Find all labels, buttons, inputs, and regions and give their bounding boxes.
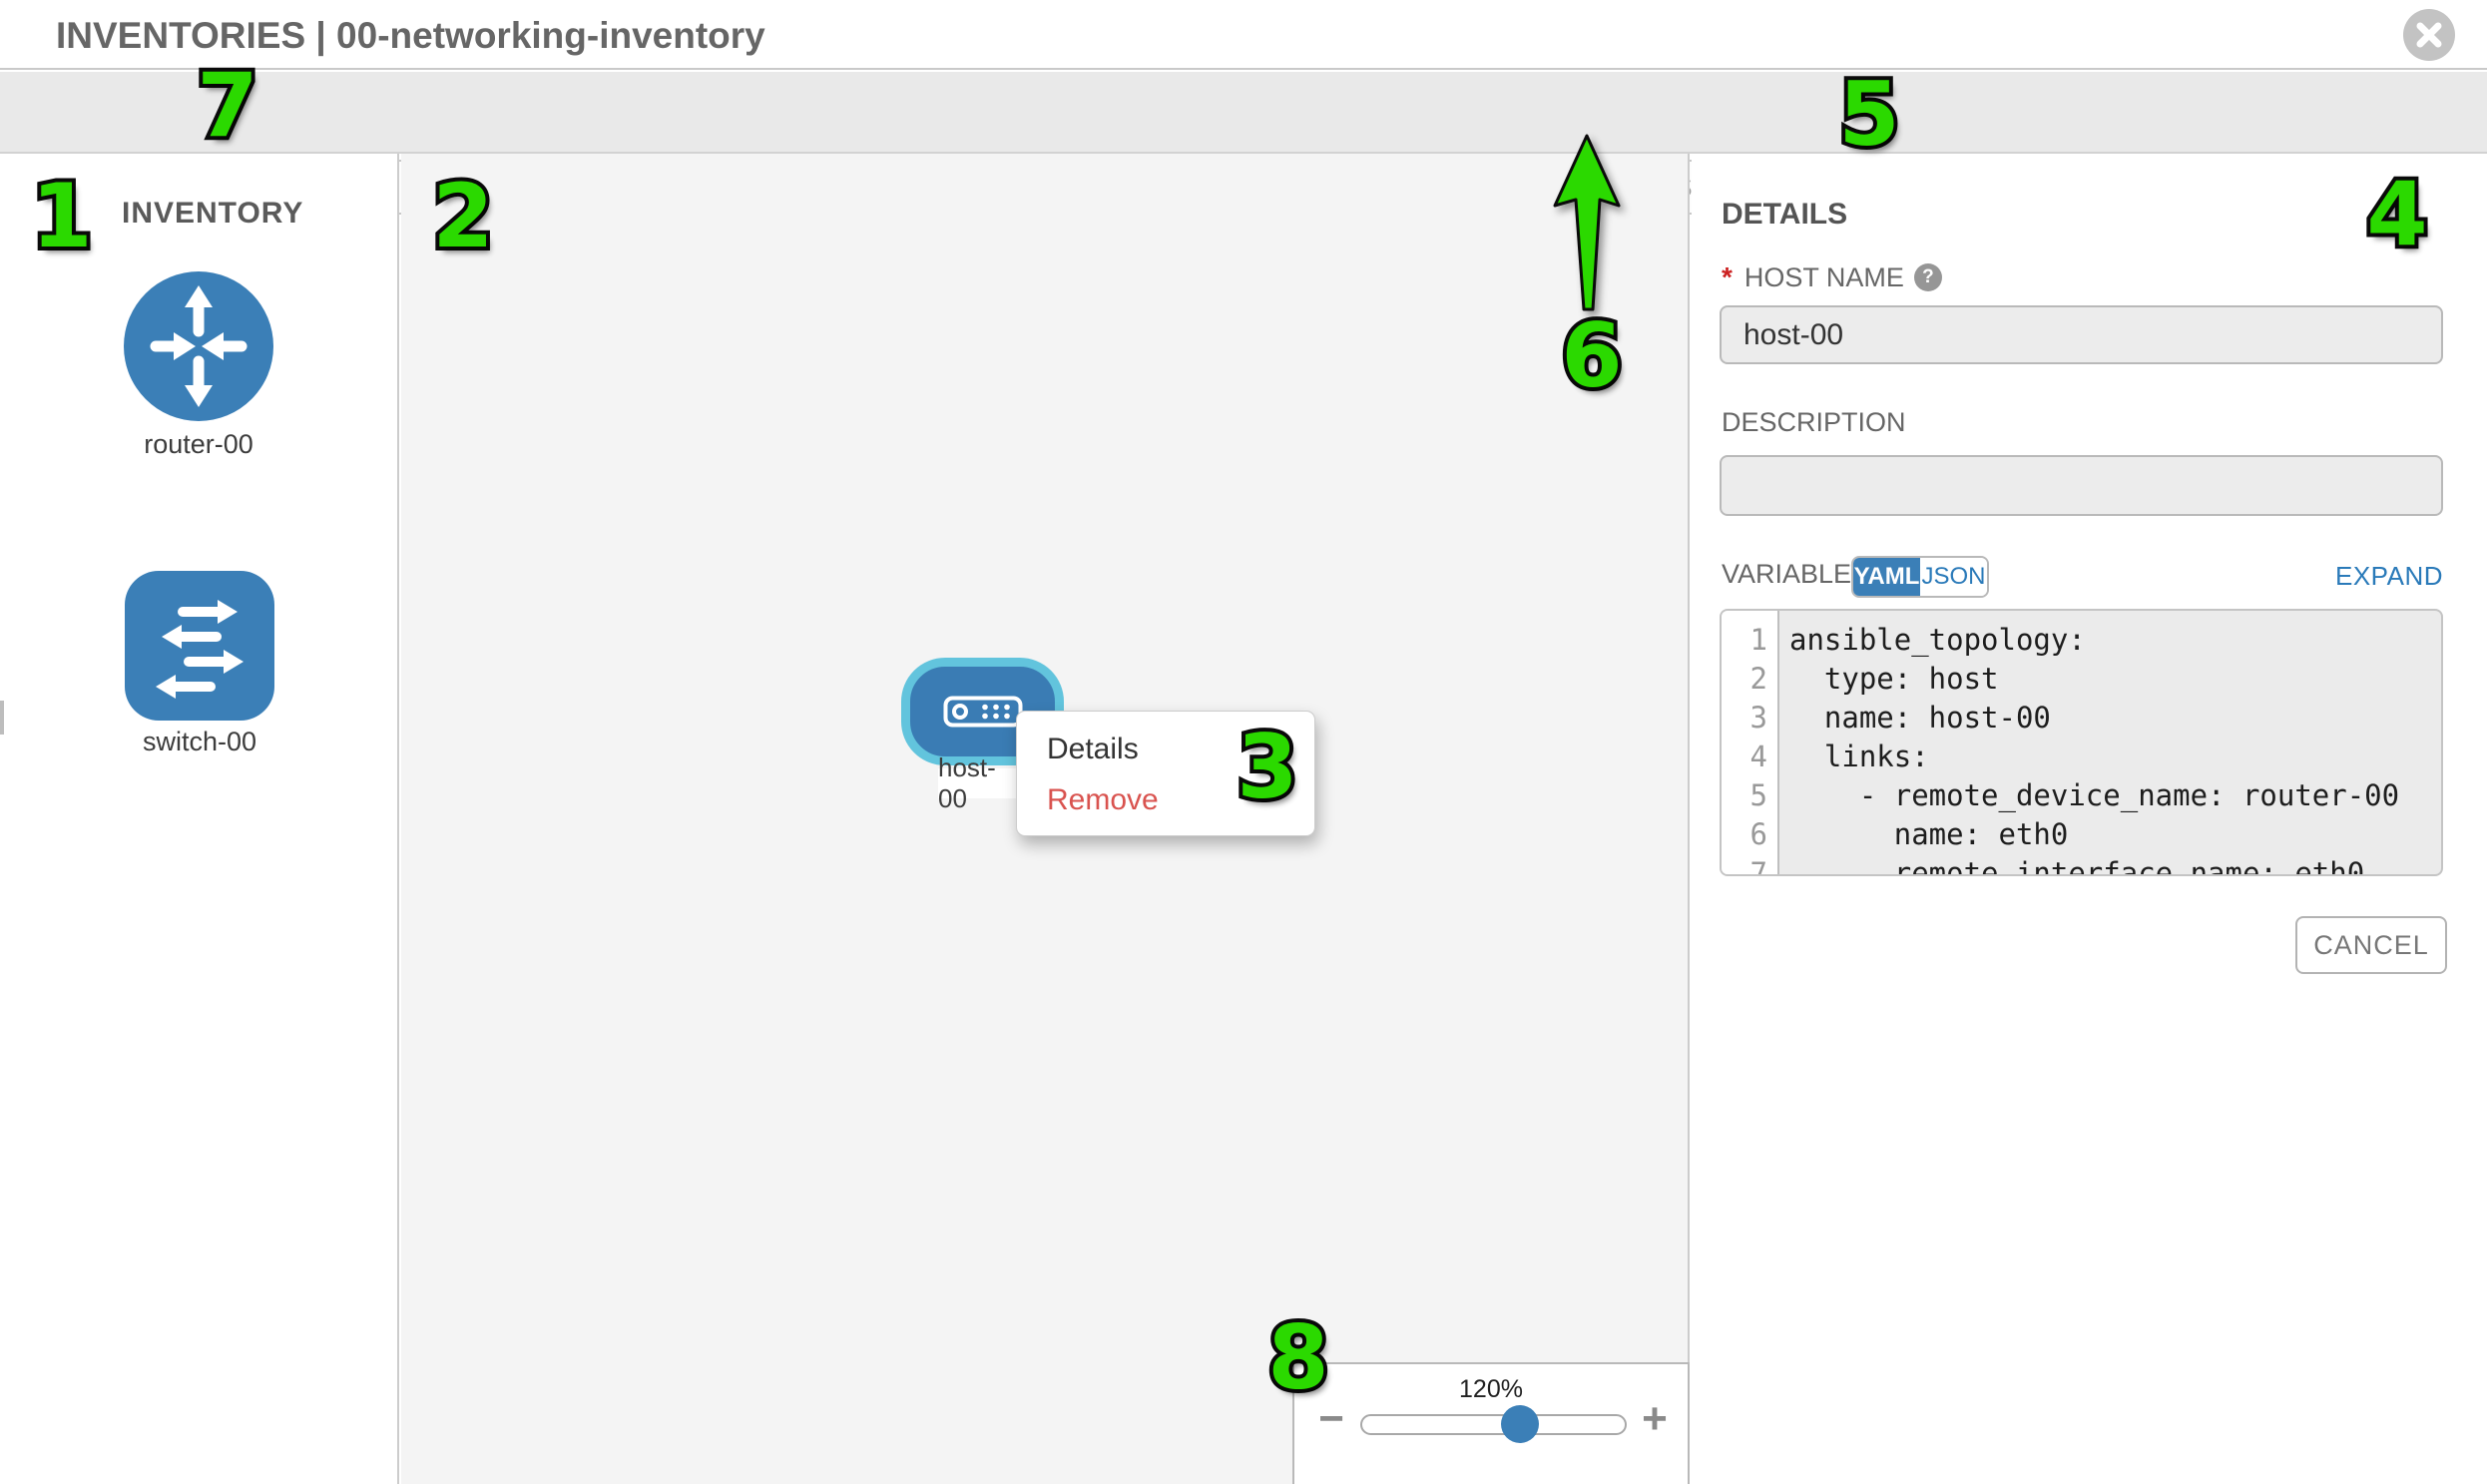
router-icon <box>150 285 248 407</box>
host-name-label: HOST NAME <box>1743 261 1904 292</box>
code-line: remote_interface_name: eth0 <box>1789 856 2365 876</box>
host-node-label: host-00 <box>938 752 1024 813</box>
host-name-label-row: * HOST NAME ? <box>1722 261 1942 293</box>
context-menu-item-remove[interactable]: Remove <box>1047 783 1159 816</box>
variables-label: VARIABLES <box>1722 559 1870 589</box>
host-name-input[interactable] <box>1720 305 2443 364</box>
top-bar: INVENTORIES | 00-networking-inventory <box>0 0 2487 70</box>
code-line: - remote_device_name: router-00 <box>1789 778 2400 812</box>
host-icon <box>943 696 1022 728</box>
format-toggle: YAML JSON <box>1851 556 1989 598</box>
editor-line-numbers: 1 2 3 4 5 6 7 <box>1722 611 1779 874</box>
toolbar: ACTIONS SEARCH <box>0 72 2487 216</box>
description-label: DESCRIPTION <box>1722 407 1906 437</box>
variables-code-editor[interactable]: 1 2 3 4 5 6 7 ansible_topology: type: ho… <box>1720 609 2443 876</box>
description-input[interactable] <box>1720 455 2443 516</box>
code-line: type: host <box>1789 662 1999 696</box>
palette-item-label: switch-00 <box>142 727 257 756</box>
expand-link[interactable]: EXPAND <box>2335 561 2443 591</box>
zoom-in-button[interactable]: + <box>1642 1394 1668 1443</box>
zoom-slider-track[interactable] <box>1360 1414 1627 1435</box>
toggle-json-button[interactable]: JSON <box>1920 558 1987 596</box>
zoom-level-value: 120% <box>1459 1375 1523 1403</box>
code-line: ansible_topology: <box>1789 623 2086 657</box>
description-label-row: DESCRIPTION <box>1722 407 1906 438</box>
scrollbar[interactable] <box>0 701 4 735</box>
context-menu: Details Remove <box>1016 711 1315 836</box>
zoom-out-button[interactable]: − <box>1318 1394 1344 1443</box>
palette-item-switch[interactable] <box>125 571 274 721</box>
cancel-button[interactable]: CANCEL <box>2295 916 2447 974</box>
inventory-panel-title: INVENTORY <box>122 197 304 230</box>
close-icon <box>2416 22 2442 48</box>
palette-item-router[interactable] <box>124 271 273 421</box>
editor-code: ansible_topology: type: host name: host-… <box>1779 611 2441 874</box>
toggle-yaml-button[interactable]: YAML <box>1853 558 1920 596</box>
palette-item-label: router-00 <box>144 429 253 459</box>
code-line: name: host-00 <box>1789 701 2051 735</box>
code-line: links: <box>1789 740 1929 773</box>
details-panel-title: DETAILS <box>1722 198 1848 231</box>
page-title: INVENTORIES | 00-networking-inventory <box>56 15 765 56</box>
code-line: name: eth0 <box>1789 817 2069 851</box>
switch-icon <box>156 600 244 699</box>
zoom-slider-knob[interactable] <box>1501 1405 1539 1443</box>
help-icon[interactable]: ? <box>1913 263 1942 291</box>
context-menu-item-details[interactable]: Details <box>1047 733 1139 765</box>
close-button[interactable] <box>2403 9 2455 61</box>
required-marker: * <box>1722 261 1733 292</box>
